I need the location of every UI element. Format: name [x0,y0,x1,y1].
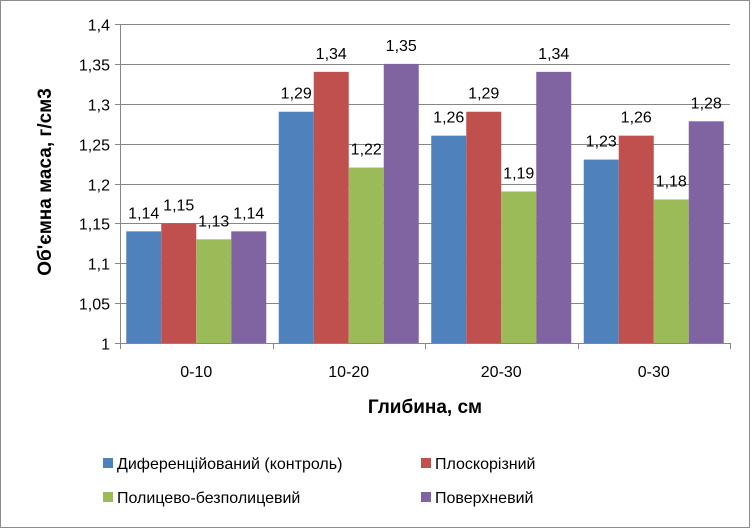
data-label: 1,18 [656,173,687,190]
bar [313,71,349,343]
bar [278,111,314,343]
legend-label: Диференційований (контроль) [117,456,342,473]
y-tick-label: 1,05 [79,297,110,314]
legend-swatch [421,458,431,468]
bar [618,135,654,343]
y-tick-label: 1 [101,337,110,354]
data-label: 1,13 [198,213,229,230]
data-label: 1,26 [433,110,464,127]
y-tick-label: 1,35 [79,58,110,75]
data-label: 1,15 [163,197,194,214]
x-tick-label: 0-10 [180,364,212,381]
bar [688,121,724,343]
bar [348,167,384,343]
y-tick-label: 1,3 [88,98,110,115]
bar [126,231,162,343]
data-label: 1,14 [128,205,159,222]
bar [501,191,537,343]
data-label: 1,19 [503,165,534,182]
axes: 1 1,05 1,1 1,15 1,2 1,25 1,3 1,35 1,4 0-10 10-20 20… [79,18,731,381]
x-tick-label: 0-30 [638,364,670,381]
x-tick-label: 20-30 [481,364,522,381]
x-axis-title: Глибина, см [368,397,482,418]
bar [466,111,502,343]
data-label: 1,29 [468,86,499,103]
legend-label: Полицево-безполицевий [117,490,300,507]
bar [653,199,689,343]
data-label: 1,29 [281,86,312,103]
y-tick-label: 1,15 [79,217,110,234]
data-label: 1,34 [538,46,569,63]
bar [196,239,232,343]
y-tick-label: 1,25 [79,138,110,155]
bar [583,159,619,343]
data-label: 1,14 [233,205,264,222]
data-label: 1,35 [386,38,417,55]
data-label: 1,23 [586,134,617,151]
data-label: 1,34 [316,46,347,63]
bar [383,63,419,343]
y-tick-label: 1,4 [88,18,110,35]
y-tick-label: 1,2 [88,178,110,195]
legend-label: Поверхневий [435,490,533,507]
bars [126,63,724,343]
bar [536,71,572,343]
legend: Диференційований (контроль) Плоскорізний П… [103,456,536,507]
data-label: 1,26 [621,110,652,127]
data-label: 1,22 [351,142,382,159]
y-axis-title: Об'ємна маса, г/см3 [35,88,56,276]
bar [161,223,197,343]
data-labels: 1,14 1,151,13 1,141,291,341,221,351,261,29… [128,38,722,230]
y-tick-label: 1,1 [88,257,110,274]
x-tick-label: 10-20 [328,364,369,381]
bar [431,135,467,343]
legend-swatch [103,458,113,468]
data-label: 1,28 [691,95,722,112]
legend-swatch [103,492,113,502]
legend-label: Плоскорізний [435,456,536,473]
legend-swatch [421,492,431,502]
bar [231,231,267,343]
